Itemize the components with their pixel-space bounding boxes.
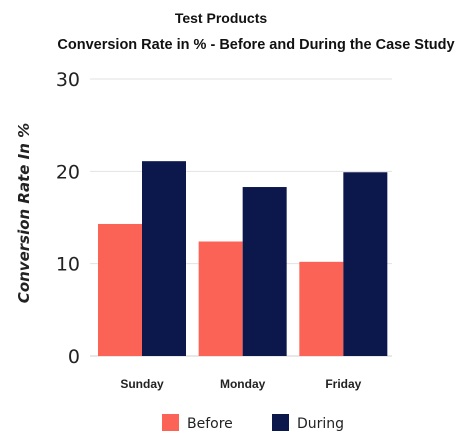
bars	[98, 161, 388, 356]
y-tick-label: 20	[56, 161, 80, 183]
chart-subtitle: Conversion Rate in % - Before and During…	[57, 37, 454, 53]
x-tick-label: Monday	[220, 377, 266, 391]
y-axis-label: Conversion Rate In %	[15, 123, 33, 303]
bar-before-monday	[198, 241, 243, 356]
bar-during-sunday	[142, 161, 186, 356]
legend-label-before: Before	[187, 416, 233, 432]
legend-label-during: During	[297, 416, 344, 432]
legend-swatch-during	[272, 414, 289, 431]
chart-title: Test Products	[175, 10, 268, 26]
legend: Before During	[162, 414, 344, 432]
x-tick-label: Sunday	[120, 377, 164, 391]
bar-before-sunday	[98, 223, 142, 356]
y-tick-label: 0	[68, 346, 80, 368]
x-tick-label: Friday	[325, 377, 361, 391]
x-axis-ticks: Sunday Monday Friday	[120, 377, 361, 391]
y-axis-ticks: 0 10 20 30	[56, 69, 80, 368]
y-tick-label: 30	[56, 69, 80, 91]
bar-during-friday	[343, 172, 388, 356]
bar-before-friday	[299, 261, 344, 356]
y-tick-label: 10	[56, 254, 80, 276]
legend-swatch-before	[162, 414, 179, 431]
bar-during-monday	[242, 187, 287, 356]
